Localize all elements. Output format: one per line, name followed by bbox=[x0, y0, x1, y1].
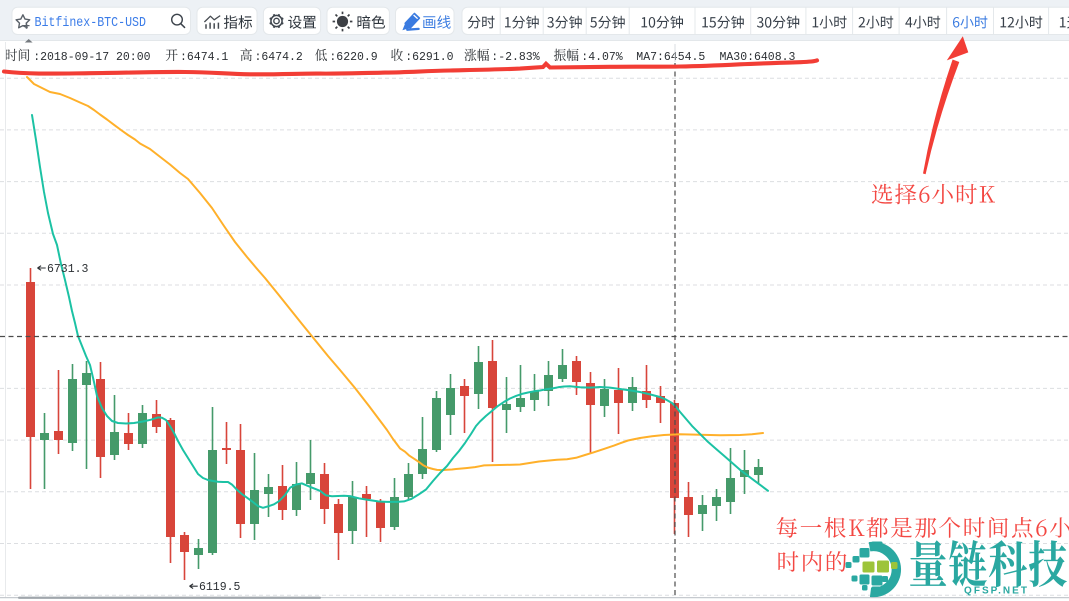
svg-text::-2.83%: :-2.83% bbox=[491, 51, 539, 64]
svg-text:Bitfinex-BTC-USD: Bitfinex-BTC-USD bbox=[35, 16, 147, 31]
svg-text:6731.3: 6731.3 bbox=[47, 263, 89, 276]
svg-text::4.07%: :4.07% bbox=[581, 51, 623, 64]
svg-text:QFSP.NET: QFSP.NET bbox=[964, 586, 1027, 597]
svg-text:6119.5: 6119.5 bbox=[199, 581, 241, 594]
svg-text:MA30:6408.3: MA30:6408.3 bbox=[720, 51, 796, 64]
svg-text::6291.0: :6291.0 bbox=[405, 51, 453, 64]
svg-text::6474.2: :6474.2 bbox=[255, 51, 303, 64]
svg-text::6220.9: :6220.9 bbox=[329, 51, 377, 64]
svg-text:MA7:6454.5: MA7:6454.5 bbox=[636, 51, 705, 64]
svg-text::6474.1: :6474.1 bbox=[180, 51, 228, 64]
svg-text::2018-09-17 20:00: :2018-09-17 20:00 bbox=[33, 51, 150, 64]
